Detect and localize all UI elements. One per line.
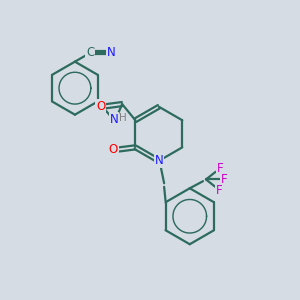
- Text: N: N: [154, 154, 163, 167]
- Text: H: H: [119, 113, 127, 123]
- Text: F: F: [221, 173, 227, 186]
- Text: O: O: [109, 143, 118, 156]
- Text: F: F: [216, 184, 223, 197]
- Text: F: F: [217, 162, 224, 175]
- Text: N: N: [110, 113, 118, 126]
- Text: C: C: [86, 46, 94, 59]
- Text: N: N: [107, 46, 116, 59]
- Text: O: O: [96, 100, 106, 113]
